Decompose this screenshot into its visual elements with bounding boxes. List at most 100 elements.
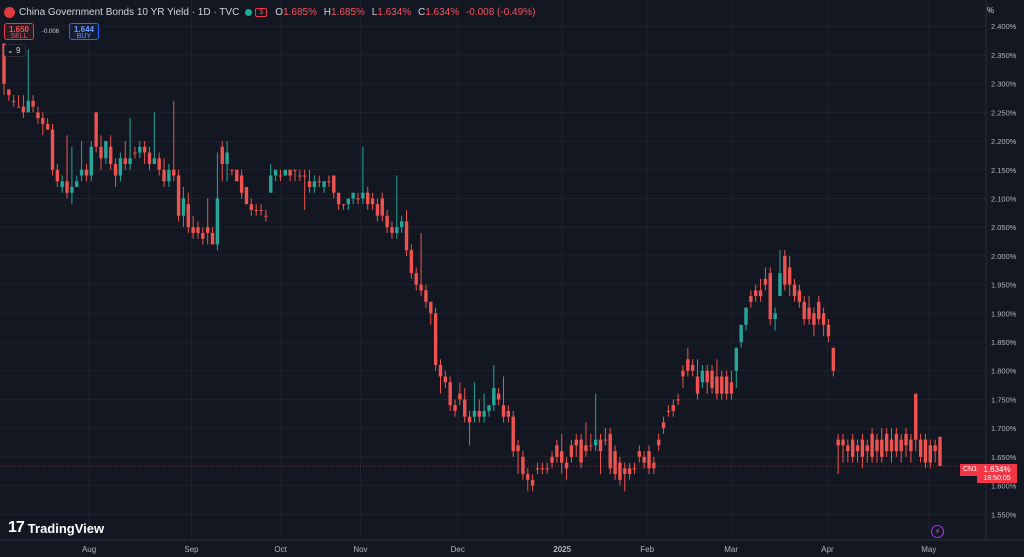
- candle-body: [458, 393, 462, 400]
- candle-body: [637, 451, 642, 457]
- candle: [215, 152, 220, 251]
- price-axis[interactable]: 2.400% 2.350% 2.300% 2.250% 2.200% 2.150% 2.10…: [991, 22, 1017, 519]
- candle-body: [244, 187, 249, 205]
- candle-body: [884, 433, 889, 452]
- candle: [729, 370, 734, 400]
- candle: [108, 135, 113, 170]
- candle-body: [933, 445, 937, 452]
- candle-body: [176, 175, 181, 216]
- candle-body: [783, 255, 787, 285]
- candle-body: [681, 370, 685, 377]
- candle: [152, 112, 157, 165]
- candle-body: [511, 416, 515, 452]
- candle-body: [671, 405, 675, 411]
- candle: [807, 296, 811, 325]
- tradingview-mark-icon: 17: [8, 519, 25, 536]
- y-tick-label: 2.300%: [991, 80, 1017, 89]
- candle-body: [773, 313, 777, 320]
- symbol-title[interactable]: China Government Bonds 10 YR Yield · 1D …: [19, 6, 240, 18]
- y-tick-label: 1.650%: [991, 453, 1017, 462]
- candle: [390, 221, 394, 239]
- candle: [453, 399, 457, 417]
- candle-body: [938, 436, 942, 467]
- candle-body: [860, 439, 865, 457]
- candle-body: [332, 175, 336, 193]
- candle-body: [555, 445, 559, 457]
- candle-body: [162, 169, 166, 182]
- candle: [574, 433, 578, 457]
- y-tick-label: 1.800%: [991, 367, 1017, 376]
- candle-body: [652, 462, 656, 469]
- candle: [443, 370, 448, 388]
- candle: [298, 169, 302, 182]
- candle-body: [307, 181, 312, 188]
- candle-body: [167, 169, 171, 182]
- candle-body: [443, 376, 448, 383]
- candle-body: [215, 198, 220, 245]
- candle: [162, 158, 166, 188]
- candle: [560, 433, 564, 475]
- candle-body: [530, 479, 535, 486]
- x-tick-label: Nov: [353, 545, 367, 554]
- y-tick-label: 2.350%: [991, 51, 1017, 60]
- candle: [749, 290, 753, 308]
- candle: [404, 209, 409, 256]
- candle: [492, 364, 496, 411]
- candle: [463, 387, 467, 423]
- tradingview-logo[interactable]: 17 TradingView: [8, 519, 104, 537]
- price-axis-unit[interactable]: %: [987, 6, 995, 15]
- candle-body: [99, 146, 103, 159]
- candle-body: [661, 422, 666, 429]
- candle: [50, 123, 55, 176]
- candle-body: [409, 250, 414, 274]
- candle: [686, 347, 690, 377]
- y-tick-label: 1.750%: [991, 395, 1017, 404]
- candle-body: [923, 439, 928, 463]
- candle: [773, 307, 777, 331]
- candle-body: [865, 445, 869, 452]
- candle-body: [724, 376, 729, 394]
- candle: [191, 215, 195, 239]
- candle: [176, 169, 181, 222]
- x-tick-label: Sep: [184, 545, 199, 554]
- indicators-toggle[interactable]: ⌄ 9: [4, 44, 26, 57]
- indicators-count: 9: [15, 46, 21, 55]
- candle-body: [574, 439, 578, 446]
- candle-body: [230, 169, 234, 171]
- candle-body: [778, 273, 782, 297]
- candle-body: [293, 169, 297, 171]
- candle: [395, 175, 399, 239]
- candle: [608, 428, 612, 475]
- candle: [302, 169, 307, 210]
- y-tick-label: 1.700%: [991, 424, 1017, 433]
- candle-body: [346, 198, 351, 205]
- candle: [870, 428, 874, 463]
- buy-button[interactable]: 1.644 BUY: [69, 23, 99, 40]
- y-tick-label: 2.250%: [991, 108, 1017, 117]
- time-axis[interactable]: Aug Sep Oct Nov Dec 2025 Feb Mar Apr May: [82, 545, 936, 554]
- sell-button[interactable]: 1.650 SELL: [4, 23, 34, 40]
- market-status-icon[interactable]: [245, 8, 253, 16]
- candle-body: [12, 100, 16, 102]
- candle-body: [453, 405, 457, 411]
- y-tick-label: 1.950%: [991, 281, 1017, 290]
- candle-body: [758, 290, 763, 297]
- candle: [220, 141, 224, 182]
- x-tick-label: Apr: [821, 545, 834, 554]
- candle-body: [928, 445, 932, 463]
- delay-badge-icon[interactable]: $: [255, 7, 268, 17]
- candle: [831, 347, 836, 377]
- candle: [448, 376, 452, 411]
- candle: [419, 232, 423, 297]
- candle-body: [787, 267, 792, 285]
- x-tick-label: Mar: [724, 545, 738, 554]
- candle: [894, 428, 899, 457]
- candle: [60, 175, 64, 193]
- candle-body: [108, 146, 113, 165]
- lightning-icon[interactable]: ⚡: [931, 525, 944, 538]
- candle: [327, 175, 331, 188]
- candle-body: [627, 468, 632, 475]
- candle: [312, 175, 317, 193]
- candle-body: [370, 198, 375, 205]
